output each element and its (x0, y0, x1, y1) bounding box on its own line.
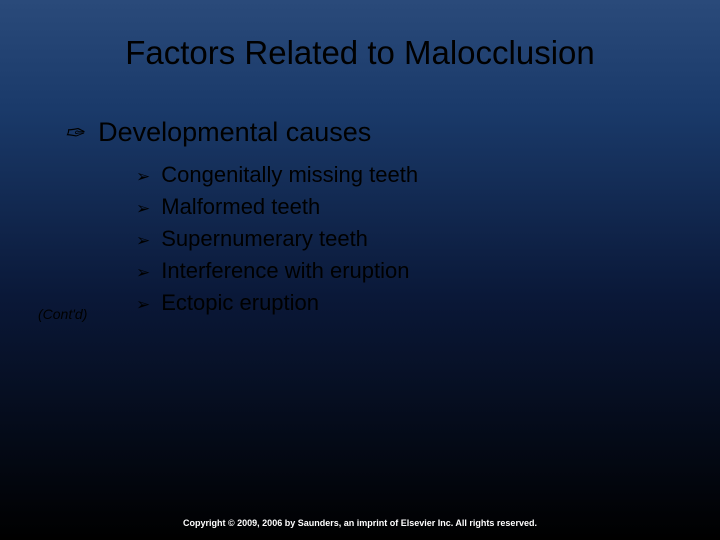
subitem-text: Ectopic eruption (161, 289, 319, 316)
bullet-level1-text: Developmental causes (98, 117, 371, 148)
sublist: ➢ Congenitally missing teeth ➢ Malformed… (136, 161, 418, 321)
copyright-footer: Copyright © 2009, 2006 by Saunders, an i… (0, 518, 720, 528)
arrow-bullet-icon: ➢ (136, 163, 150, 190)
continued-indicator: (Cont'd) (38, 306, 87, 322)
arrow-bullet-icon: ➢ (136, 195, 150, 222)
list-item: ➢ Congenitally missing teeth (136, 161, 418, 190)
list-item: ➢ Supernumerary teeth (136, 225, 418, 254)
arrow-bullet-icon: ➢ (136, 227, 150, 254)
subitem-text: Malformed teeth (161, 193, 320, 220)
bullet-level1-icon: ✑ (64, 119, 84, 148)
slide-title: Factors Related to Malocclusion (0, 34, 720, 72)
list-item: ➢ Interference with eruption (136, 257, 418, 286)
list-item: ➢ Ectopic eruption (136, 289, 418, 318)
subitem-text: Supernumerary teeth (161, 225, 368, 252)
arrow-bullet-icon: ➢ (136, 259, 150, 286)
list-item: ➢ Malformed teeth (136, 193, 418, 222)
bullet-level1: ✑ Developmental causes (64, 117, 371, 148)
subitem-text: Interference with eruption (161, 257, 409, 284)
arrow-bullet-icon: ➢ (136, 291, 150, 318)
subitem-text: Congenitally missing teeth (161, 161, 418, 188)
